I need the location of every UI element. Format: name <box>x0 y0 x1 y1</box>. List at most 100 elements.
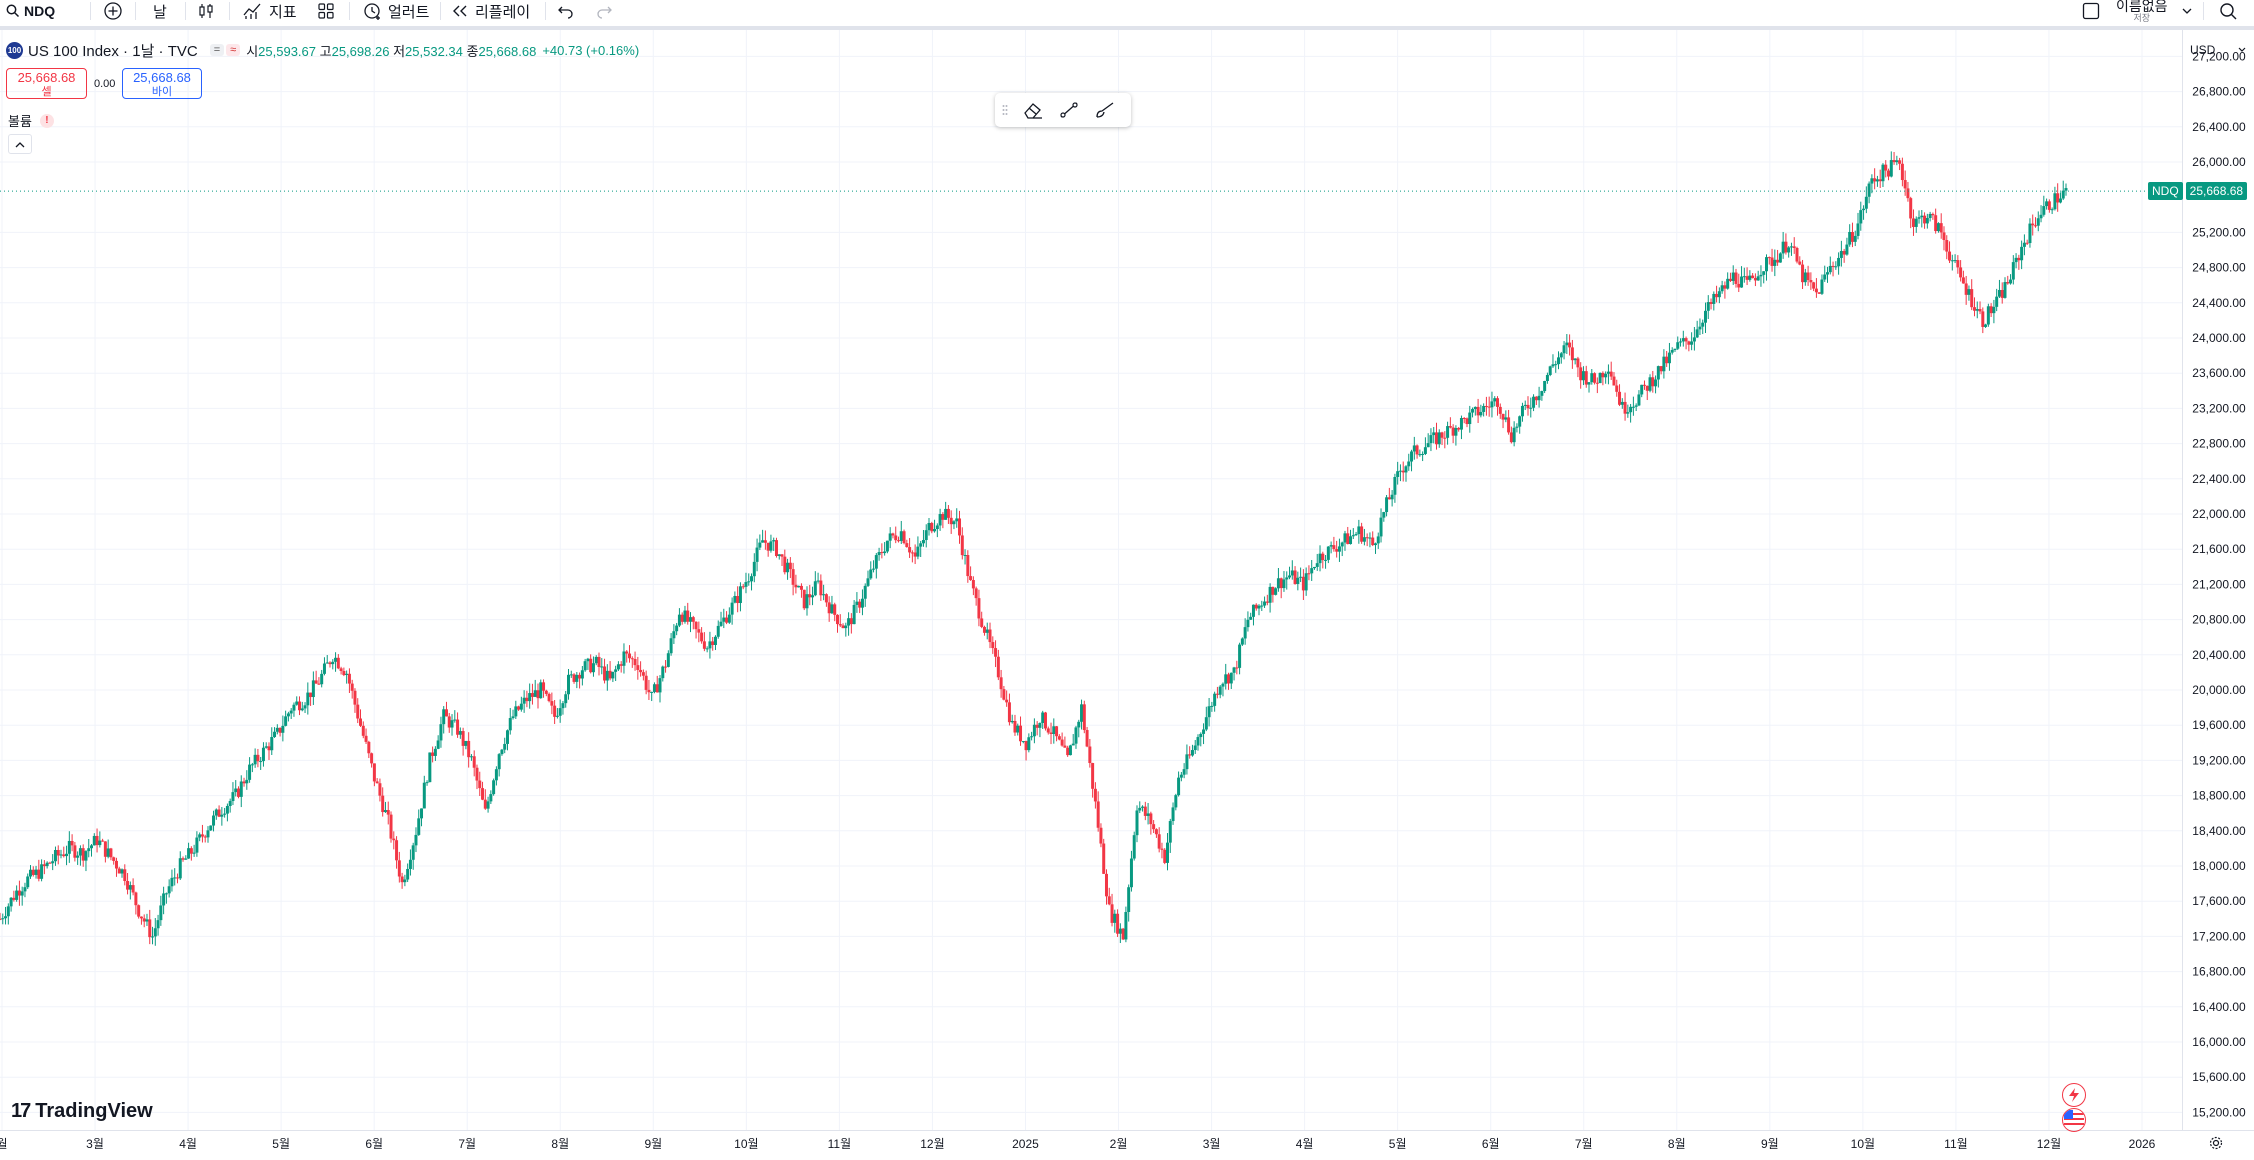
candle-body <box>1484 405 1488 407</box>
candle <box>827 596 831 622</box>
redo-button[interactable] <box>595 0 613 22</box>
compare-button[interactable] <box>103 0 123 22</box>
candle <box>1881 163 1885 188</box>
candle <box>1964 275 1968 305</box>
currency-select[interactable]: USD <box>2190 40 2246 60</box>
candle <box>151 926 155 945</box>
symbol-logo: 100 <box>6 41 23 59</box>
candle-body <box>2036 218 2040 226</box>
layout-name-button[interactable]: 이름없음 저장 <box>2116 0 2168 26</box>
us-flag-icon[interactable] <box>2062 1108 2086 1132</box>
symbol-search[interactable]: NDQ <box>6 0 55 22</box>
undo-button[interactable] <box>557 0 575 22</box>
candle <box>711 636 715 651</box>
candle <box>101 838 105 842</box>
candle <box>1293 566 1297 585</box>
candle <box>1609 361 1613 380</box>
candle <box>805 586 809 616</box>
candle <box>788 557 792 579</box>
sell-button[interactable]: 25,668.68 셀 <box>6 68 87 99</box>
candle <box>1179 771 1183 782</box>
candle <box>916 536 920 560</box>
quick-search-button[interactable] <box>2218 0 2238 22</box>
price-chart[interactable] <box>0 30 2182 1130</box>
indicators-button[interactable]: 지표 <box>243 0 297 22</box>
candle-body <box>902 531 906 544</box>
candle <box>1337 538 1341 562</box>
time-tick-label: 12월 <box>920 1137 944 1151</box>
brush-icon <box>1096 102 1114 118</box>
candle <box>1806 265 1810 286</box>
candle-body <box>1 918 5 920</box>
settings-button[interactable] <box>2209 1136 2223 1155</box>
candle-body <box>1809 280 1813 283</box>
candle-body <box>1160 848 1164 850</box>
candle-body <box>1864 196 1868 209</box>
candle <box>1052 718 1056 744</box>
candle <box>1274 587 1278 596</box>
candle-body <box>62 854 66 857</box>
candle-body <box>542 682 546 691</box>
candle <box>273 727 277 738</box>
lightning-icon[interactable] <box>2062 1083 2086 1107</box>
candle-body <box>644 675 648 690</box>
candle-body <box>811 595 815 598</box>
candle <box>1421 451 1425 462</box>
candle <box>408 849 412 876</box>
legend-title[interactable]: US 100 Index · 1날 · TVC <box>28 42 198 60</box>
candle-body <box>65 853 69 857</box>
candle-body <box>309 692 313 698</box>
candle <box>1789 242 1793 256</box>
templates-button[interactable] <box>317 0 335 22</box>
candle-body <box>2022 242 2026 247</box>
time-axis[interactable]: 월 3월 4월 5월 6월 7월 8월 9월 10월 11월 12월 2025 2월 3월 4월 5월 6월 7월… <box>0 1130 2254 1155</box>
candle <box>1385 494 1389 517</box>
candle-body <box>497 754 501 770</box>
candle <box>553 699 557 724</box>
candle-body <box>1032 724 1036 737</box>
candle <box>78 845 82 866</box>
alert-button[interactable]: 얼러트 <box>362 0 429 22</box>
candle-body <box>533 690 537 697</box>
candle-body <box>1188 754 1192 756</box>
interval-button[interactable]: 날 <box>153 0 167 22</box>
candle <box>1936 222 1940 233</box>
price-axis[interactable]: 15,200.00 15,600.00 16,000.00 16,400.00 16,8… <box>2182 30 2254 1130</box>
candle <box>1451 424 1455 444</box>
candle <box>1717 287 1721 304</box>
candle <box>275 724 279 735</box>
last-price-tag: NDQ 25,668.68 <box>2148 182 2248 201</box>
candle <box>383 801 387 813</box>
candle-body <box>611 671 615 679</box>
candle-body <box>1490 401 1494 408</box>
candle-body <box>181 858 185 860</box>
collapse-legend-button[interactable] <box>8 134 32 154</box>
candle-body <box>289 710 293 714</box>
brush-tool[interactable] <box>1087 93 1123 127</box>
candle-body <box>1027 737 1031 751</box>
candle-body <box>1690 341 1694 345</box>
eraser-tool[interactable] <box>1015 93 1051 127</box>
chart-type-button[interactable] <box>197 0 215 22</box>
volume-legend[interactable]: 볼륨 ! <box>8 111 54 130</box>
buy-button[interactable]: 25,668.68 바이 <box>122 68 202 99</box>
candle-body <box>189 848 193 854</box>
low-key: 저 <box>393 43 406 59</box>
candle-body <box>1310 568 1314 574</box>
candle-body <box>151 936 155 938</box>
tradingview-logo[interactable]: 17 TradingView <box>11 1100 153 1123</box>
replay-button[interactable]: 리플레이 <box>451 0 530 22</box>
candle <box>450 714 454 736</box>
drag-handle[interactable] <box>995 93 1015 127</box>
warning-icon[interactable]: ! <box>39 113 54 128</box>
candle-body <box>877 552 881 556</box>
layout-menu-button[interactable] <box>2182 0 2192 22</box>
candle-body <box>594 656 598 664</box>
trend-line-tool[interactable] <box>1051 93 1087 127</box>
candle-body <box>2033 225 2037 227</box>
candle-body <box>869 569 873 579</box>
candle <box>766 542 770 557</box>
candle-body <box>1315 563 1319 567</box>
layout-checkbox[interactable] <box>2082 0 2100 22</box>
candle <box>106 839 110 859</box>
